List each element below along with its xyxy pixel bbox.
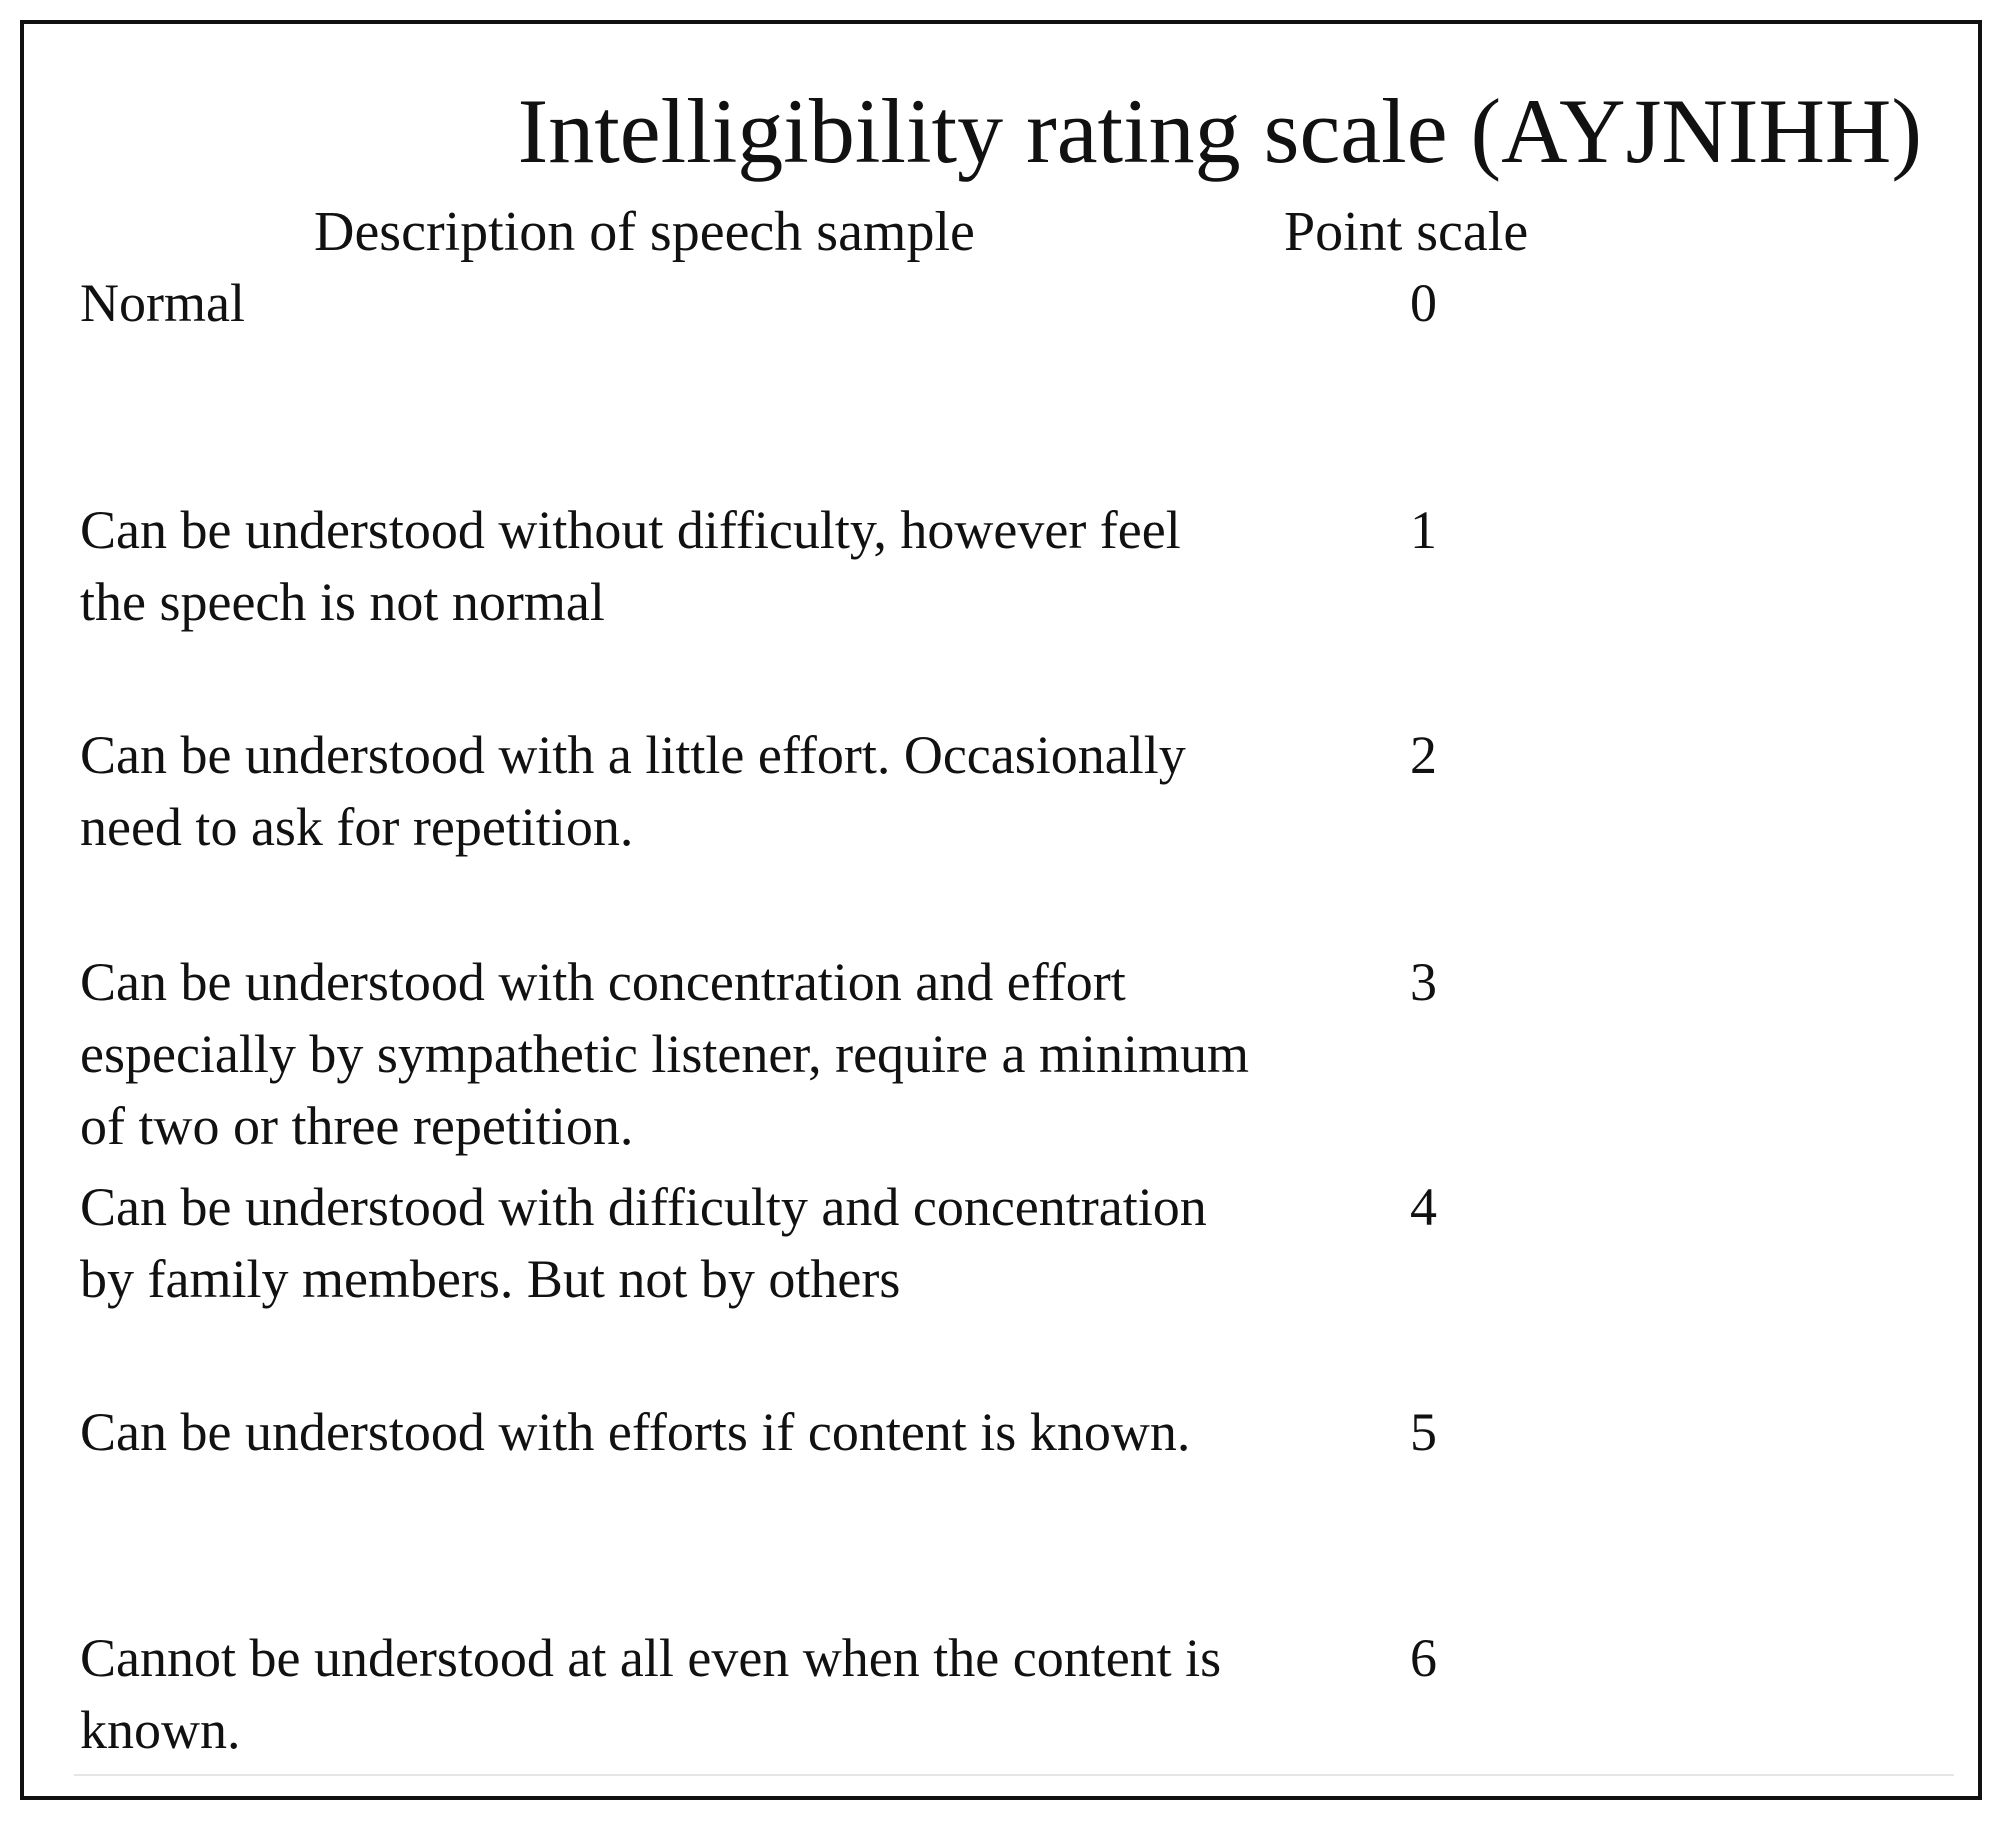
row-score: 3 bbox=[1410, 952, 1437, 1012]
row-description: Normal bbox=[80, 273, 245, 333]
table-frame: Intelligibility rating scale (AYJNIHH) D… bbox=[20, 20, 1982, 1800]
row-score: 5 bbox=[1410, 1402, 1437, 1462]
row-score: 0 bbox=[1410, 273, 1437, 333]
row-description: Cannot be understood at all even when th… bbox=[80, 1628, 1222, 1760]
row-description: Can be understood with concentration and… bbox=[80, 952, 1249, 1156]
column-header-description: Description of speech sample bbox=[314, 201, 975, 263]
row-description: Can be understood with a little effort. … bbox=[80, 725, 1186, 857]
bottom-divider bbox=[74, 1774, 1954, 1776]
row-description: Can be understood with difficulty and co… bbox=[80, 1177, 1207, 1309]
row-score: 6 bbox=[1410, 1628, 1437, 1688]
table-title: Intelligibility rating scale (AYJNIHH) bbox=[517, 80, 1922, 182]
row-description: Can be understood without difficulty, ho… bbox=[80, 500, 1181, 632]
row-score: 1 bbox=[1410, 500, 1437, 560]
row-description: Can be understood with efforts if conten… bbox=[80, 1402, 1191, 1462]
column-header-point-scale: Point scale bbox=[1284, 201, 1529, 263]
row-score: 4 bbox=[1410, 1177, 1437, 1237]
row-score: 2 bbox=[1410, 725, 1437, 785]
